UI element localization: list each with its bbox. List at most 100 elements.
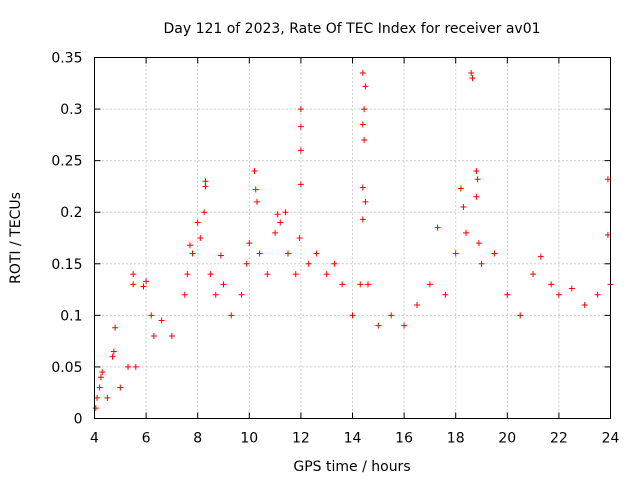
data-point	[359, 121, 366, 128]
data-point	[143, 278, 150, 285]
data-point	[361, 106, 368, 113]
data-point	[388, 312, 395, 319]
data-point	[581, 302, 588, 309]
data-point	[97, 374, 104, 381]
data-point	[491, 250, 498, 257]
data-point	[517, 312, 524, 319]
chart-title: Day 121 of 2023, Rate Of TEC Index for r…	[163, 21, 540, 37]
data-point	[251, 167, 258, 174]
data-point	[99, 369, 106, 376]
data-point	[339, 281, 346, 288]
x-tick-label: 10	[240, 431, 258, 447]
data-point	[478, 260, 485, 267]
data-point	[158, 317, 165, 324]
data-point	[349, 312, 356, 319]
data-point	[296, 235, 303, 241]
data-point	[243, 260, 250, 267]
grid-lines	[94, 57, 611, 419]
y-tick-label: 0.3	[60, 102, 82, 118]
data-point	[473, 193, 480, 200]
data-point	[323, 271, 330, 278]
data-point	[604, 176, 611, 183]
data-point	[130, 271, 137, 278]
x-tick-label: 12	[292, 431, 310, 447]
data-point	[125, 363, 132, 370]
data-point	[148, 312, 155, 319]
y-tick-label: 0.05	[51, 360, 82, 376]
x-tick-label: 16	[395, 431, 413, 447]
data-point	[252, 186, 259, 193]
data-point	[297, 181, 304, 188]
data-point	[555, 291, 562, 298]
data-point	[217, 252, 224, 259]
data-point	[361, 137, 368, 144]
data-point	[331, 260, 338, 267]
data-point	[297, 147, 304, 154]
data-point	[246, 240, 253, 247]
data-point	[414, 302, 420, 309]
data-point	[375, 322, 382, 329]
data-points	[92, 69, 614, 412]
data-point	[207, 271, 214, 278]
data-point	[274, 211, 281, 218]
data-point	[201, 209, 208, 216]
data-point	[92, 405, 99, 412]
data-point	[305, 260, 312, 267]
data-point	[504, 291, 511, 298]
data-point	[277, 219, 284, 226]
data-point	[297, 106, 304, 113]
data-point	[282, 209, 289, 216]
data-point	[401, 322, 408, 329]
data-point	[194, 219, 201, 226]
y-tick-label: 0.35	[51, 51, 82, 67]
y-axis-label: ROTI / TECUs	[8, 192, 24, 284]
data-point	[181, 291, 188, 298]
data-point	[452, 250, 459, 257]
data-point	[362, 83, 369, 90]
data-point	[202, 178, 209, 185]
data-point	[292, 271, 299, 278]
data-point	[297, 123, 304, 130]
y-tick-label: 0	[74, 412, 83, 428]
data-point	[537, 253, 544, 260]
data-point	[132, 363, 139, 370]
data-point	[228, 312, 235, 319]
data-point	[150, 332, 157, 339]
data-point	[285, 250, 291, 257]
data-point	[530, 271, 537, 278]
data-point	[110, 348, 117, 355]
data-point	[463, 229, 470, 236]
data-point	[104, 394, 111, 401]
data-point	[186, 242, 193, 249]
x-axis-label: GPS time / hours	[293, 459, 410, 475]
data-point	[130, 281, 137, 288]
y-tick-label: 0.25	[51, 154, 82, 170]
data-point	[359, 69, 366, 76]
x-tick-label: 22	[550, 431, 568, 447]
x-tick-label: 14	[344, 431, 362, 447]
data-point	[184, 271, 191, 278]
data-point	[357, 281, 364, 288]
data-point	[220, 281, 227, 288]
data-point	[96, 384, 103, 391]
data-point	[94, 394, 101, 401]
axis-ticks: 4 6 8 10 12 14 16 18 20 22 24 0 0.05 0.1 0.15 0.2 0.25 0.…	[51, 51, 619, 447]
data-point	[475, 240, 482, 247]
data-point	[604, 231, 611, 238]
data-point	[426, 281, 433, 288]
data-point	[168, 332, 175, 339]
data-point	[238, 291, 245, 298]
y-tick-label: 0.2	[60, 205, 82, 221]
data-point	[189, 250, 196, 257]
x-tick-label: 20	[498, 431, 516, 447]
y-tick-label: 0.15	[51, 257, 82, 273]
data-point	[434, 224, 441, 231]
data-point	[256, 250, 263, 257]
data-point	[469, 75, 476, 82]
data-point	[364, 281, 371, 288]
x-tick-label: 8	[193, 431, 202, 447]
data-point	[474, 176, 481, 183]
x-tick-label: 24	[602, 431, 620, 447]
data-point	[112, 324, 119, 331]
